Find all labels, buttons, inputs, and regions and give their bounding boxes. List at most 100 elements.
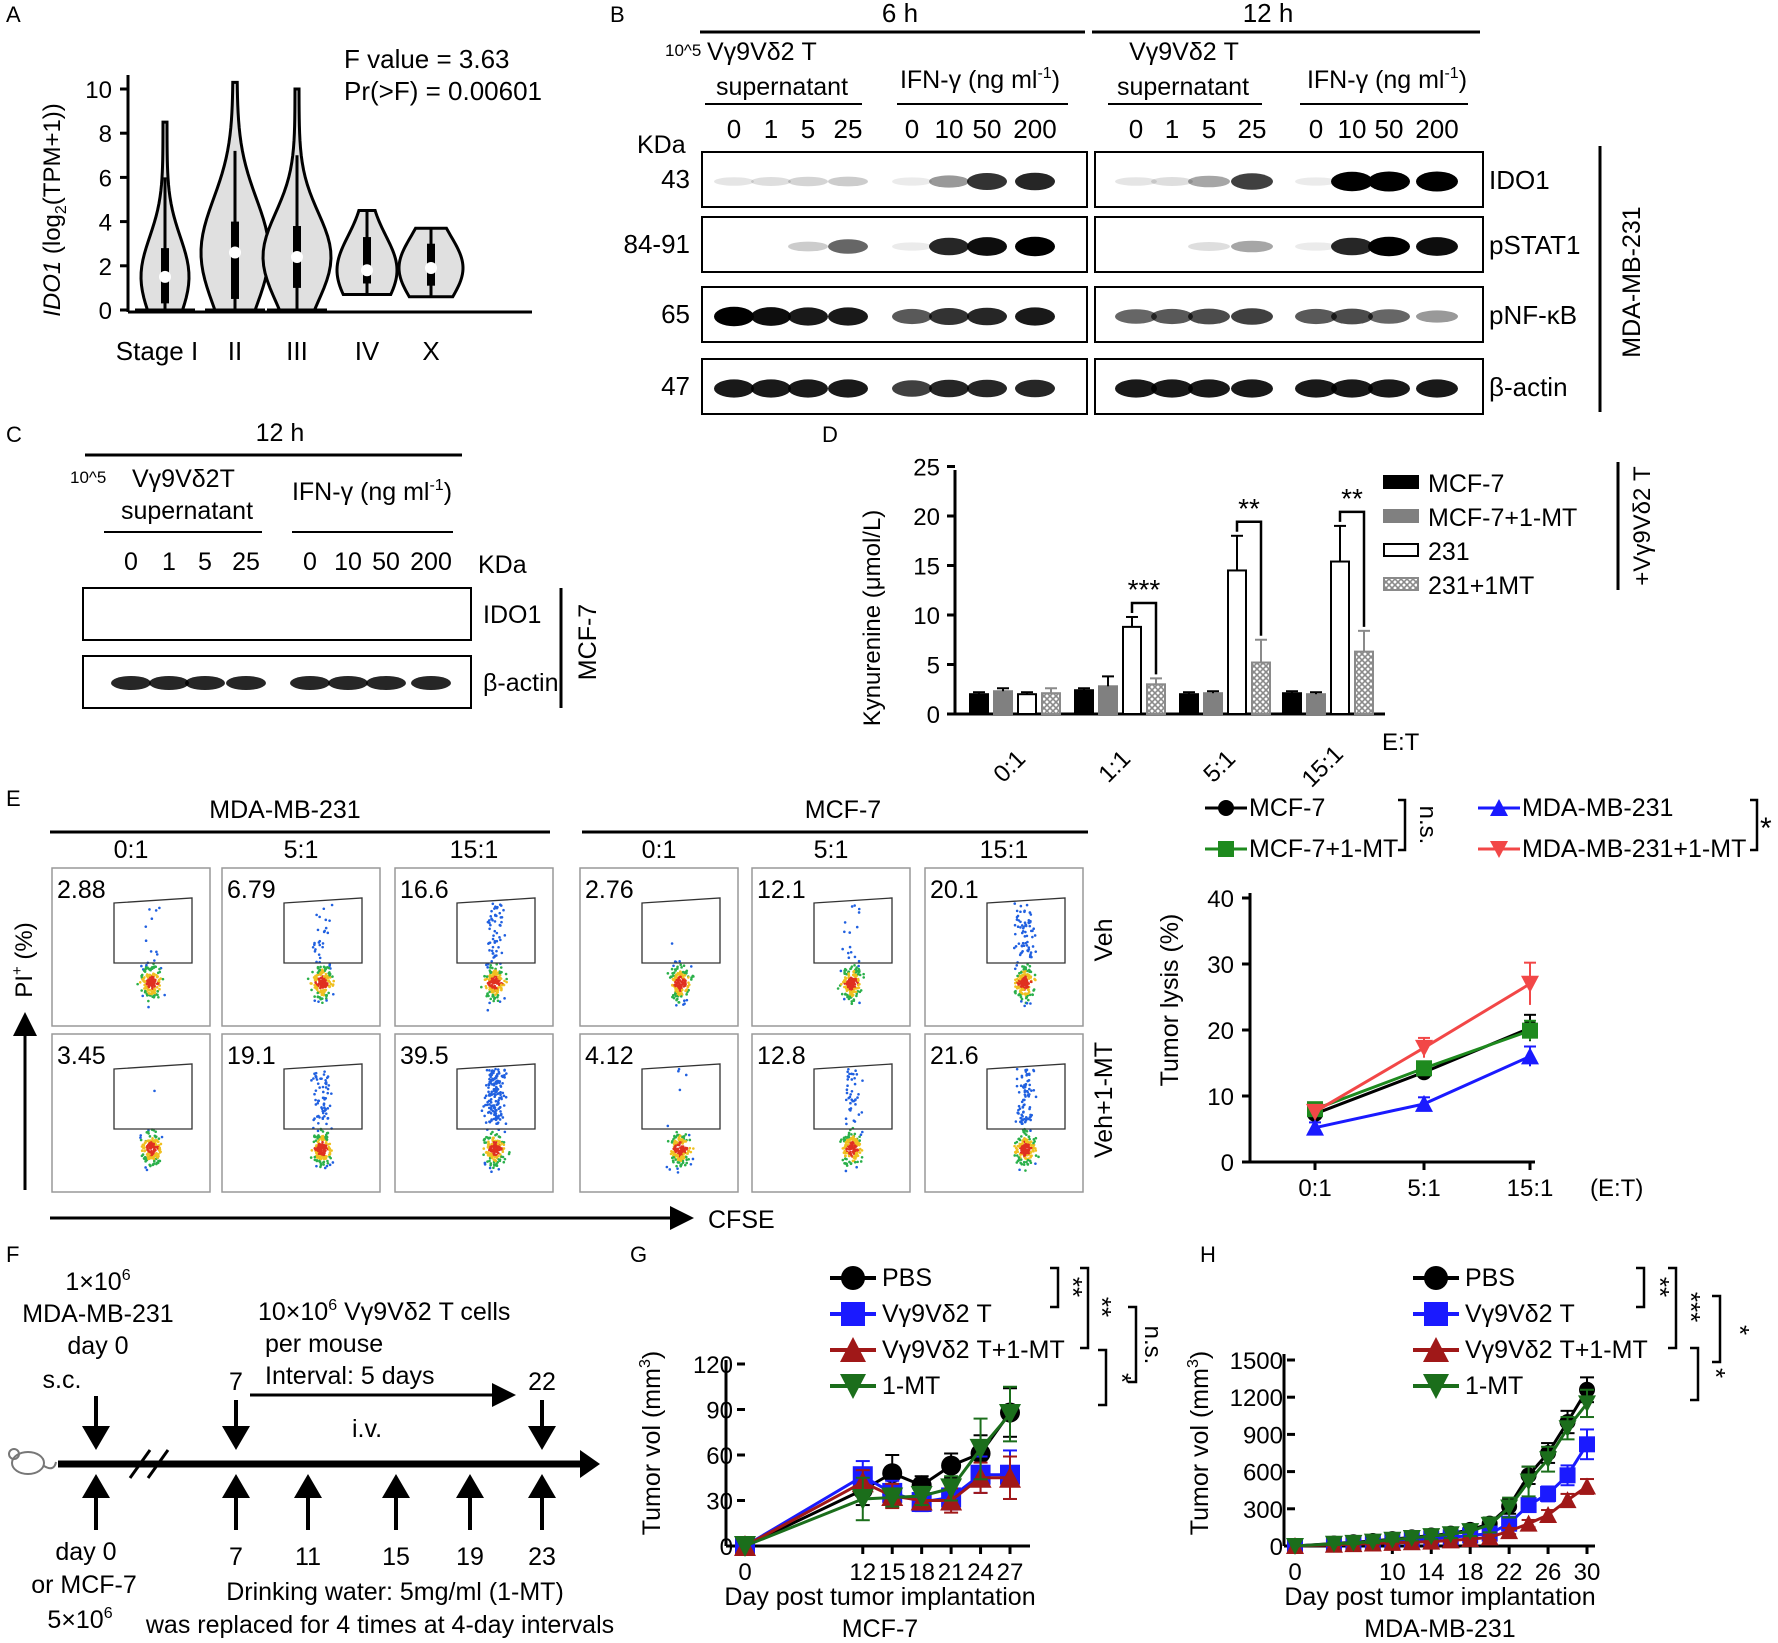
panel-b-band bbox=[714, 306, 754, 327]
panel-a-xlabel: II bbox=[228, 336, 242, 366]
panel-g: G Tumor vol (mm3) 0 30 60 90 120 0 12 15 18 21 24 2… bbox=[630, 1242, 1166, 1643]
panel-e-flow-dot bbox=[316, 965, 320, 969]
panel-e-gate-value: 19.1 bbox=[227, 1042, 276, 1070]
panel-e-flow-dot bbox=[489, 970, 493, 974]
panel-e-flow-dot bbox=[490, 949, 494, 953]
panel-e-flow-dot bbox=[678, 970, 682, 973]
panel-e-flow-dot bbox=[675, 976, 678, 979]
panel-e-flow-dot bbox=[145, 974, 149, 977]
panel-e-flow-dot bbox=[141, 1153, 145, 1156]
panel-e-flow-dot bbox=[1025, 1089, 1029, 1093]
panel-e-flow-dot bbox=[1013, 902, 1017, 905]
panel-d-xtick-label: 1:1 bbox=[1093, 745, 1136, 788]
panel-e-flow-dot bbox=[683, 999, 686, 1003]
panel-g-sig-label: ** bbox=[1087, 1297, 1117, 1317]
panel-e-flow-dot bbox=[486, 1160, 489, 1163]
panel-e-flow-dot bbox=[1029, 1118, 1032, 1122]
panel-e-flow-dot bbox=[493, 929, 497, 933]
panel-e-flow-dot bbox=[496, 1154, 500, 1158]
panel-e-flow-dot bbox=[316, 991, 320, 995]
panel-e-flow-dot bbox=[324, 1156, 327, 1160]
panel-c-band bbox=[149, 676, 189, 690]
panel-e-flow-dot bbox=[1025, 1001, 1029, 1005]
panel-e-flow-dot bbox=[505, 1072, 508, 1075]
panel-e-flow-dot bbox=[842, 1146, 846, 1150]
panel-e-flow-dot bbox=[483, 1138, 486, 1141]
panel-h-xlabel: Day post tumor implantation bbox=[1284, 1583, 1595, 1611]
panel-e-flow-dot bbox=[684, 1133, 688, 1136]
panel-h-legend-marker bbox=[1423, 1337, 1449, 1362]
panel-b-dose-6h: 5 bbox=[801, 114, 815, 144]
panel-e-flow-dot bbox=[1018, 1107, 1022, 1110]
panel-c: C 12 h 10^5 Vγ9Vδ2T supernatant IFN-γ (n… bbox=[6, 419, 602, 709]
panel-c-band bbox=[226, 676, 266, 690]
panel-b-band bbox=[1151, 379, 1193, 398]
panel-e-flow-dot bbox=[488, 1001, 491, 1005]
panel-e-flow-dot bbox=[318, 956, 322, 960]
panel-e-flow-dot bbox=[326, 1075, 330, 1078]
panel-e-flow-dot bbox=[314, 1098, 317, 1102]
panel-b-band bbox=[714, 379, 754, 398]
panel-e-flow-dot bbox=[679, 963, 682, 967]
panel-e-gate-value: 16.6 bbox=[400, 876, 449, 904]
panel-e-flow-dot bbox=[681, 970, 685, 974]
panel-e-flow-dot bbox=[851, 994, 855, 997]
panel-d-bar bbox=[1251, 661, 1271, 716]
panel-h-sig-bracket bbox=[1712, 1294, 1722, 1364]
panel-e-flow-dot bbox=[151, 995, 154, 999]
panel-e-flow-dot bbox=[319, 965, 322, 969]
panel-e-flow-dot bbox=[1023, 1098, 1026, 1102]
panel-e-flow-dot bbox=[861, 1079, 864, 1082]
panel-e-flow-dot bbox=[692, 975, 695, 978]
panel-e-flow-dot bbox=[491, 945, 495, 949]
panel-e-flow-dot bbox=[1023, 981, 1027, 984]
panel-e-flow-dot bbox=[850, 1144, 853, 1147]
panel-e-flow-dot bbox=[1029, 1144, 1033, 1147]
panel-e-flow-dot bbox=[861, 1130, 864, 1134]
panel-e-flow-dot bbox=[487, 1086, 490, 1089]
panel-e-flow-dot bbox=[1028, 1116, 1032, 1119]
panel-e-flow-dot bbox=[138, 981, 142, 984]
panel-e-flow-dot bbox=[157, 979, 160, 983]
panel-b-band bbox=[828, 239, 868, 254]
panel-g-xlabel: Day post tumor implantation bbox=[724, 1583, 1035, 1611]
panel-e-flow-dot bbox=[843, 921, 847, 924]
panel-e-flow-dot bbox=[860, 1155, 864, 1159]
panel-e-flow-dot bbox=[493, 1082, 496, 1085]
panel-e-flow-dot bbox=[840, 992, 844, 996]
panel-b-sup-prefix: 10^5 bbox=[665, 41, 701, 60]
panel-e-flow-dot bbox=[483, 1114, 486, 1118]
panel-e-flow-dot bbox=[1029, 970, 1033, 974]
panel-e-flow-dot bbox=[158, 967, 161, 971]
panel-f-bottom-day: 19 bbox=[456, 1543, 484, 1571]
panel-h-point bbox=[1500, 1522, 1519, 1540]
panel-e-flow-dot bbox=[326, 1087, 330, 1091]
panel-e-flow-dot bbox=[490, 1079, 493, 1083]
panel-e-flow-dot bbox=[857, 911, 861, 914]
panel-e-flow-dot bbox=[503, 934, 507, 937]
panel-b-band bbox=[1295, 242, 1337, 251]
panel-e-flow-dot bbox=[502, 1143, 506, 1147]
panel-e-flow-dot bbox=[1025, 992, 1029, 995]
panel-d-sig-label: ** bbox=[1238, 493, 1260, 524]
panel-b-band bbox=[751, 307, 791, 326]
panel-e-flow-dot bbox=[480, 985, 483, 989]
panel-h-point bbox=[1539, 1506, 1558, 1523]
panel-e-flow-dot bbox=[1034, 1147, 1037, 1150]
panel-e-flow-dot bbox=[324, 926, 328, 930]
panel-e-ytick-label: 10 bbox=[1207, 1084, 1234, 1111]
panel-h-point bbox=[1539, 1451, 1558, 1469]
panel-e-flow-dot bbox=[857, 959, 861, 963]
panel-e-flow-dot bbox=[313, 983, 316, 987]
panel-e-flow-dot bbox=[1022, 1163, 1026, 1166]
panel-e-flow-dot bbox=[844, 1169, 848, 1173]
panel-h-point bbox=[1519, 1473, 1538, 1491]
panel-e-flow-dot bbox=[854, 1069, 857, 1073]
panel-e-flow-dot bbox=[1014, 945, 1018, 948]
panel-e-flow-dot bbox=[507, 1152, 511, 1156]
panel-e-flow-dot bbox=[1015, 1077, 1019, 1081]
panel-e-flow-dot bbox=[1025, 1138, 1029, 1142]
panel-e-gate bbox=[283, 897, 363, 964]
panel-e-flow-dot bbox=[327, 991, 330, 995]
panel-e-flow-dot bbox=[331, 992, 335, 996]
